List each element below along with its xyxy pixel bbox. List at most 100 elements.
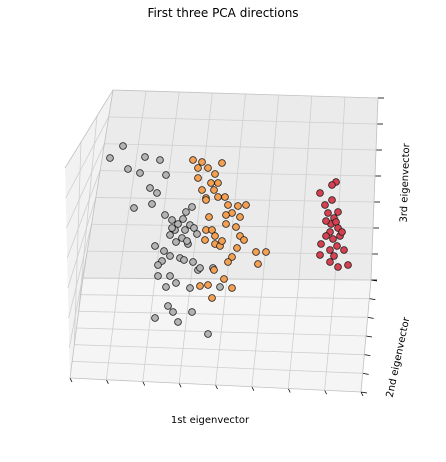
floor-gridline bbox=[74, 344, 365, 356]
scatter-point bbox=[204, 281, 212, 289]
floor-gridline bbox=[78, 310, 368, 318]
scatter-point bbox=[216, 283, 224, 291]
y-axis-tick bbox=[369, 298, 376, 301]
y-axis-tick bbox=[367, 316, 374, 319]
back-pane-gridline bbox=[154, 91, 180, 279]
scatter-point bbox=[146, 184, 154, 192]
scatter-point bbox=[322, 217, 330, 225]
scatter-point bbox=[324, 209, 332, 217]
scatter-point bbox=[189, 156, 197, 164]
scatter-point bbox=[208, 226, 216, 234]
scatter-point bbox=[169, 308, 177, 316]
floor-gridline bbox=[80, 294, 370, 300]
axes-ticks bbox=[69, 97, 384, 397]
floor-gridline bbox=[76, 327, 367, 337]
scatter-point bbox=[254, 260, 262, 268]
scatter-point bbox=[190, 224, 198, 232]
scatter-point bbox=[202, 196, 210, 204]
scatter-point bbox=[224, 201, 232, 209]
scatter-point bbox=[198, 186, 206, 194]
scatter-point bbox=[214, 193, 222, 201]
scatter-point bbox=[242, 201, 250, 209]
scatter-point bbox=[205, 213, 213, 221]
scatter-point bbox=[198, 158, 206, 166]
scatter-point bbox=[322, 232, 330, 240]
x-axis-tick bbox=[360, 391, 364, 397]
scatter-point bbox=[124, 165, 132, 173]
chart-title: First three PCA directions bbox=[147, 6, 298, 20]
scatter-point bbox=[196, 264, 204, 272]
scatter-point bbox=[204, 330, 212, 338]
scatter-point bbox=[210, 186, 218, 194]
y-axis-line bbox=[360, 279, 372, 393]
scatter-point bbox=[316, 251, 324, 259]
scatter-point bbox=[338, 228, 346, 236]
scatter-point bbox=[148, 200, 156, 208]
scatter-point bbox=[207, 179, 215, 187]
scatter-point bbox=[326, 258, 334, 266]
scatter-point bbox=[182, 208, 190, 216]
scatter-point bbox=[334, 208, 342, 216]
x-axis-tick bbox=[69, 377, 73, 383]
scatter-point bbox=[218, 237, 226, 245]
scatter-point bbox=[222, 220, 230, 228]
scatter-point bbox=[252, 248, 260, 256]
back-pane-gridline bbox=[190, 92, 213, 279]
scatter-point bbox=[240, 236, 248, 244]
scatter-point bbox=[168, 224, 176, 232]
scatter-point bbox=[334, 263, 342, 271]
y-axis-label: 2nd eigenvector bbox=[385, 316, 413, 399]
x-axis-tick bbox=[106, 379, 109, 384]
back-pane-gridline bbox=[118, 90, 147, 279]
x-axis-tick bbox=[287, 388, 291, 393]
y-axis-tick bbox=[362, 372, 369, 375]
scatter-point bbox=[329, 235, 337, 243]
x-axis-tick bbox=[142, 381, 146, 386]
floor-gridline bbox=[72, 360, 363, 374]
scatter-point bbox=[174, 318, 182, 326]
scatter-point bbox=[154, 261, 162, 269]
x-axis-tick bbox=[215, 384, 218, 390]
scatter-point bbox=[154, 272, 162, 280]
scatter-point bbox=[204, 164, 212, 172]
scatter-point bbox=[172, 238, 180, 246]
scatter-point bbox=[228, 253, 236, 261]
back-pane-gridline bbox=[100, 170, 376, 177]
back-pane-gridline bbox=[87, 250, 373, 255]
scatter-point bbox=[136, 169, 144, 177]
scatter-point bbox=[168, 216, 176, 224]
scatter-point bbox=[328, 181, 336, 189]
scatter-point bbox=[211, 170, 219, 178]
scatter-point bbox=[172, 279, 180, 287]
scatter-point bbox=[106, 154, 114, 162]
scatter-point bbox=[166, 272, 174, 280]
scatter-point bbox=[214, 179, 222, 187]
z-axis-line bbox=[370, 97, 379, 281]
scatter-point bbox=[166, 252, 174, 260]
scatter-point bbox=[236, 213, 244, 221]
x-axis-line bbox=[69, 377, 362, 393]
scatter-point bbox=[340, 246, 348, 254]
x-axis-tick bbox=[178, 383, 182, 388]
scatter-point bbox=[162, 283, 170, 291]
scatter-point bbox=[119, 142, 127, 150]
inner-vertical-edge bbox=[82, 89, 114, 279]
scatter-point bbox=[130, 204, 138, 212]
scatter-point bbox=[317, 240, 325, 248]
scatter-point bbox=[161, 211, 169, 219]
back-pane-gridline bbox=[104, 143, 377, 151]
back-pane-gridline bbox=[226, 93, 246, 280]
left-pane-gridline bbox=[68, 251, 88, 349]
scatter-point bbox=[194, 174, 202, 182]
x-axis-tick bbox=[324, 390, 327, 395]
scatter-point bbox=[224, 258, 232, 266]
scatter-point bbox=[210, 266, 218, 274]
scatter-point bbox=[164, 302, 172, 310]
scatter-point bbox=[141, 153, 149, 161]
left-pane-gridline bbox=[73, 141, 82, 345]
scatter-point bbox=[328, 196, 336, 204]
scatter-point bbox=[183, 237, 191, 245]
scatter-point bbox=[218, 159, 226, 167]
floor-back-edges bbox=[69, 277, 372, 379]
y-axis-tick bbox=[365, 335, 373, 338]
